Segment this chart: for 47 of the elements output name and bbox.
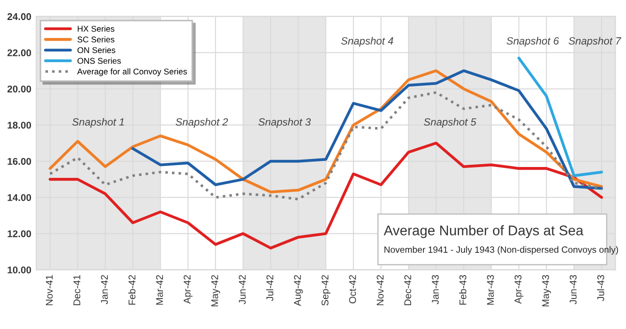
line-series	[48, 69, 603, 194]
band-label: Snapshot 3	[258, 118, 311, 128]
x-tick-label: Mar-43	[487, 275, 494, 305]
band-label: Snapshot 5	[424, 118, 476, 128]
x-tick-label: Jul-42	[266, 275, 274, 301]
x-tick-label: Jan-42	[100, 275, 108, 304]
annotation: Snapshot 6	[506, 36, 559, 47]
annotation: Snapshot 4	[341, 36, 394, 47]
legend-label: HX Series	[78, 26, 114, 32]
band-label: Snapshot 7	[568, 36, 622, 47]
band-label: Snapshot 1	[72, 118, 124, 128]
y-tick-label: 16.00	[8, 158, 32, 165]
x-tick-label: Nov-41	[46, 275, 53, 306]
y-tick-label: 22.00	[7, 49, 32, 56]
line-series	[131, 69, 603, 190]
y-tick-label: 10.00	[8, 266, 32, 274]
x-tick-label: Feb-43	[459, 275, 466, 305]
x-tick-label: Aug-42	[294, 275, 303, 306]
x-tick-label: Jul-43	[597, 275, 604, 301]
x-tick-label: Mar-42	[156, 275, 163, 305]
legend-label: ON Series	[78, 46, 116, 54]
y-tick-label: 12.00	[8, 230, 32, 238]
legend-label: Average for all Convoy Series	[77, 68, 187, 76]
x-tick-label: Sep-42	[322, 275, 330, 306]
x-tick-label: Apr-43	[514, 275, 524, 304]
x-tick-label: Dec-42	[404, 275, 412, 306]
y-tick-label: 24.00	[7, 13, 32, 20]
legend-label: SC Series	[78, 36, 114, 42]
y-tick-label: 20.00	[7, 86, 32, 92]
line-series	[48, 91, 603, 200]
text: November 1941 - July 1943 (Non-dispersed Convoys only)	[384, 246, 618, 255]
x-tick-label: Dec-41	[73, 275, 80, 306]
x-tick-label: Oct-42	[349, 275, 356, 304]
text: Average Number of Days at Sea	[384, 225, 584, 238]
y-tick-label: 14.00	[8, 194, 32, 202]
x-tick-label: Nov-42	[376, 275, 384, 306]
x-tick-label: Feb-42	[128, 275, 136, 305]
line-series	[517, 56, 603, 178]
x-tick-label: Jan-43	[432, 275, 439, 304]
x-tick-label: Jun-42	[238, 275, 246, 304]
legend-label: ONS Series	[78, 58, 121, 64]
x-tick-label: May-43	[542, 275, 551, 306]
x-tick-label: Apr-42	[184, 275, 192, 304]
annotation: Snapshot 2	[176, 118, 228, 128]
y-tick-label: 18.00	[8, 122, 32, 129]
x-tick-label: Jun-43	[570, 275, 577, 304]
x-tick-label: May-42	[211, 275, 220, 306]
